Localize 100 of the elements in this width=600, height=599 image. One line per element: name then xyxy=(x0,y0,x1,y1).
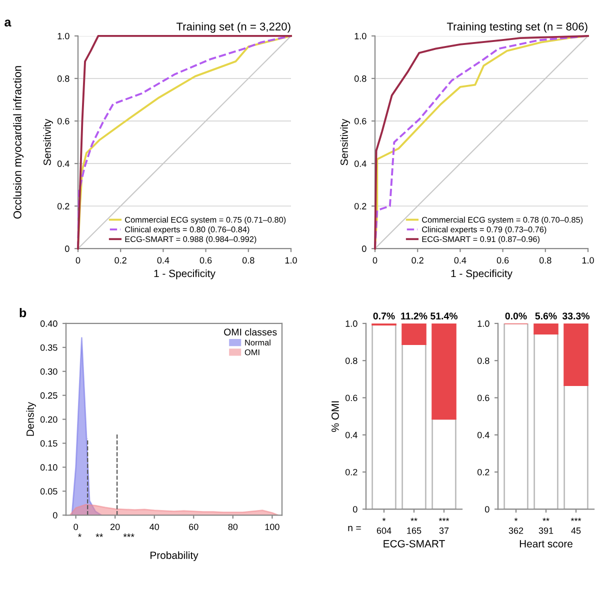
annotation: *** xyxy=(123,534,134,537)
y-tick-label: 0.6 xyxy=(345,394,358,402)
text: n = xyxy=(348,526,361,532)
x-tick-label: 40 xyxy=(150,524,160,530)
y-tick-label: 0.35 xyxy=(40,344,58,351)
y-tick-label: 0 xyxy=(485,506,490,513)
x-tick-label: 20 xyxy=(110,524,120,530)
y-tick-label: 0.2 xyxy=(354,203,366,210)
legend-label: ECG-SMART = 0.91 (0.87–0.96) xyxy=(422,236,540,244)
y-tick-label: 0 xyxy=(353,506,358,513)
chart-title: Training testing set (n = 806) xyxy=(446,22,588,33)
y-tick-label: 0.2 xyxy=(57,203,70,210)
bar xyxy=(564,323,588,386)
annotation: * xyxy=(78,534,82,537)
x-tick-label: *** 37 xyxy=(438,518,450,534)
bar xyxy=(372,324,396,510)
x-tick-label: *** 45 xyxy=(570,518,582,534)
x-axis-title: 1 - Specificity xyxy=(451,270,512,280)
y-axis-title: Sensitivity xyxy=(340,118,350,166)
y-tick-label: 0.2 xyxy=(477,468,490,476)
y-tick-label: 0 xyxy=(362,246,366,252)
legend-title: OMI classes xyxy=(224,328,277,336)
x-tick-label: 0.6 xyxy=(200,257,212,264)
data-label: 33.3% xyxy=(562,312,590,320)
legend-label: Commercial ECG system = 0.78 (0.70–0.85) xyxy=(422,216,583,224)
y-tick-label: 0.8 xyxy=(477,358,490,364)
legend-label: ECG-SMART = 0.988 (0.984–0.992) xyxy=(125,236,256,244)
x-tick-label: 1.0 xyxy=(285,257,297,264)
legend-label: OMI xyxy=(244,349,260,356)
bar xyxy=(564,384,588,510)
y-tick-label: 0.2 xyxy=(345,468,358,476)
bar xyxy=(534,323,558,335)
chart-title: Training set (n = 3,220) xyxy=(176,22,290,33)
y-tick-label: 1.0 xyxy=(354,32,366,40)
x-tick-label: ** 165 xyxy=(407,518,422,534)
bar xyxy=(432,323,456,420)
y-axis-title: Density xyxy=(26,402,36,436)
annotation: ** xyxy=(96,534,104,537)
x-tick-label: 0 xyxy=(74,524,78,530)
bar xyxy=(432,418,456,510)
x-tick-label: 0 xyxy=(76,257,80,264)
x-tick-label: 0.8 xyxy=(539,257,552,264)
y-tick-label: 0.6 xyxy=(477,394,490,402)
x-tick-label: ** 391 xyxy=(538,518,554,534)
x-tick-label: 100 xyxy=(265,524,280,530)
x-tick-label: 0.4 xyxy=(454,257,466,264)
legend-label: Clinical experts = 0.79 (0.73–0.76) xyxy=(422,226,546,234)
y-tick-label: 1.0 xyxy=(346,320,358,327)
x-tick-label: 0.4 xyxy=(157,257,170,264)
y-tick-label: 0.6 xyxy=(57,118,70,124)
bar xyxy=(402,323,426,345)
y-axis-title: Sensitivity xyxy=(43,118,53,166)
y-tick-label: 0.4 xyxy=(477,432,490,438)
data-label: 0.7% xyxy=(373,312,395,320)
y-tick-label: 0.10 xyxy=(40,464,58,471)
text: Occlusion myocardial infraction xyxy=(13,66,24,219)
y-tick-label: 0 xyxy=(65,246,70,252)
y-tick-label: 1.0 xyxy=(58,32,70,40)
y-tick-label: 0.6 xyxy=(354,118,366,124)
y-tick-label: 0.30 xyxy=(40,368,58,375)
x-tick-label: 0.8 xyxy=(242,257,254,264)
legend-label: Normal xyxy=(245,339,270,346)
legend-label: Clinical experts = 0.80 (0.76–0.84) xyxy=(125,226,250,234)
y-tick-label: 0.8 xyxy=(57,75,70,82)
bar xyxy=(534,333,558,510)
x-tick-label: * 604 xyxy=(376,518,392,534)
x-tick-label: 0 xyxy=(372,257,378,264)
x-tick-label: 0.2 xyxy=(412,257,424,264)
y-tick-label: 0.8 xyxy=(345,358,358,364)
x-tick-label: 1.0 xyxy=(582,257,594,264)
y-tick-label: 0.4 xyxy=(354,160,366,167)
y-tick-label: 0.20 xyxy=(40,416,58,423)
y-tick-label: 0 xyxy=(53,512,58,518)
x-axis-title: Probability xyxy=(150,551,198,562)
bar xyxy=(402,344,426,510)
text: a xyxy=(4,20,12,27)
y-tick-label: 0.15 xyxy=(40,440,58,447)
legend-label: Commercial ECG system = 0.75 (0.71–0.80) xyxy=(125,216,286,224)
y-tick-label: 0.25 xyxy=(40,392,58,399)
x-tick-label: 0.2 xyxy=(114,257,126,264)
x-tick-label: * 362 xyxy=(508,518,524,534)
x-axis-title: 1 - Specificity xyxy=(154,270,216,280)
y-axis-title: % OMI xyxy=(332,401,339,432)
text: b xyxy=(20,308,26,318)
y-tick-label: 0.8 xyxy=(354,75,366,82)
x-axis-title: Heart score xyxy=(520,540,572,548)
bar xyxy=(504,323,528,510)
x-tick-label: 0.6 xyxy=(496,257,509,264)
x-tick-label: 60 xyxy=(189,524,198,530)
y-tick-label: 0.05 xyxy=(40,488,58,495)
y-tick-label: 1.0 xyxy=(478,320,490,327)
y-tick-label: 0.40 xyxy=(40,320,58,327)
x-axis-title: ECG-SMART xyxy=(384,540,445,548)
data-label: 0.0% xyxy=(505,312,527,320)
x-tick-label: 80 xyxy=(228,524,238,530)
y-tick-label: 0.4 xyxy=(57,160,70,167)
data-label: 11.2% xyxy=(401,312,428,320)
y-tick-label: 0.4 xyxy=(345,432,358,438)
data-label: 5.6% xyxy=(535,312,557,320)
data-label: 51.4% xyxy=(430,312,458,320)
